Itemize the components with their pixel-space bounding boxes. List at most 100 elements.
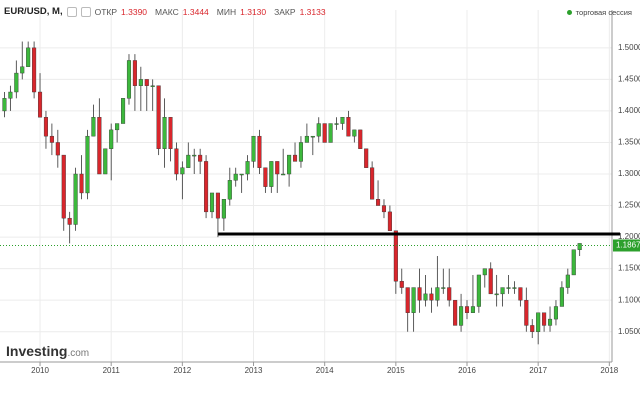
icon[interactable] bbox=[66, 6, 77, 17]
x-tick-label: 2014 bbox=[316, 366, 334, 375]
low-label: МИН bbox=[216, 6, 237, 17]
x-tick-label: 2016 bbox=[458, 366, 476, 375]
candle-body bbox=[14, 72, 19, 93]
candle-body bbox=[115, 123, 120, 131]
candle-body bbox=[542, 312, 547, 326]
last-price-label: 1.1867 bbox=[616, 241, 640, 250]
candle-body bbox=[524, 299, 529, 326]
candle-body bbox=[156, 85, 161, 149]
y-tick-label: 1.0500 bbox=[618, 327, 640, 336]
y-tick-label: 1.4500 bbox=[618, 75, 640, 84]
candle-body bbox=[565, 274, 570, 288]
candle-body bbox=[251, 135, 256, 162]
candle-body bbox=[536, 312, 541, 332]
candle-body bbox=[547, 318, 553, 326]
candle-body bbox=[310, 135, 315, 138]
candle-body bbox=[559, 287, 564, 307]
candle-body bbox=[245, 161, 250, 175]
candle-body bbox=[488, 268, 493, 295]
candle-body bbox=[227, 180, 232, 200]
candle-body bbox=[393, 230, 398, 282]
symbol: EUR/USD, M, bbox=[4, 6, 63, 17]
candle-body bbox=[346, 117, 351, 137]
candle-body bbox=[43, 117, 48, 137]
candle-body bbox=[423, 293, 428, 301]
candle-body bbox=[192, 154, 197, 157]
candle-body bbox=[441, 287, 446, 289]
candle-body bbox=[476, 274, 481, 307]
close-value: 1.3133 bbox=[299, 6, 326, 17]
candle-body bbox=[109, 129, 114, 149]
candle-body bbox=[233, 173, 238, 181]
candle-body bbox=[435, 287, 440, 301]
open-label: ОТКР bbox=[94, 6, 118, 17]
candle-body bbox=[275, 161, 280, 175]
x-tick-label: 2010 bbox=[31, 366, 49, 375]
high-label: МАКС bbox=[155, 6, 179, 17]
candle-body bbox=[126, 60, 132, 99]
candle-body bbox=[281, 173, 286, 176]
candle-body bbox=[494, 293, 499, 296]
candle-body bbox=[512, 287, 517, 289]
candle-body bbox=[269, 161, 274, 187]
y-tick-label: 1.2000 bbox=[618, 232, 640, 241]
candle-body bbox=[174, 148, 179, 175]
candle-body bbox=[453, 299, 458, 326]
candle-body bbox=[358, 129, 363, 149]
candle-body bbox=[49, 135, 54, 143]
candle-body bbox=[376, 199, 381, 206]
candle-body bbox=[55, 142, 60, 156]
candle-body bbox=[571, 249, 576, 276]
candle-body bbox=[61, 154, 66, 219]
candle-body bbox=[2, 98, 7, 112]
header: EUR/USD, M, ОТКР 1.3390 МАКС 1.3444 МИН … bbox=[4, 6, 330, 17]
candle-body bbox=[506, 287, 511, 289]
candle-body bbox=[518, 287, 523, 301]
candle-body bbox=[500, 287, 505, 295]
candle-body bbox=[381, 205, 387, 213]
candle-body bbox=[91, 117, 96, 137]
candle-body bbox=[85, 135, 90, 194]
y-tick-label: 1.4000 bbox=[618, 106, 640, 115]
candle-body bbox=[340, 117, 345, 124]
y-tick-label: 1.3500 bbox=[618, 138, 640, 147]
candle-body bbox=[215, 192, 220, 219]
candle-body bbox=[429, 293, 434, 301]
candle-body bbox=[180, 167, 185, 175]
candle-body bbox=[138, 79, 143, 86]
candle-body bbox=[239, 173, 244, 176]
candle-body bbox=[334, 123, 339, 125]
candle-body bbox=[168, 117, 173, 149]
candle-body bbox=[186, 154, 191, 168]
candle-body bbox=[482, 268, 487, 276]
candle-body bbox=[26, 47, 31, 67]
candle-body bbox=[257, 135, 262, 168]
x-tick-label: 2012 bbox=[173, 366, 191, 375]
candle-body bbox=[287, 154, 292, 175]
candle-body bbox=[316, 123, 321, 137]
candle-body bbox=[263, 167, 268, 187]
candle-body bbox=[417, 287, 422, 301]
candle-body bbox=[162, 117, 167, 149]
candle-body bbox=[370, 167, 375, 200]
icon[interactable] bbox=[80, 6, 91, 17]
last-price-badge bbox=[613, 239, 640, 252]
candle-body bbox=[103, 148, 108, 175]
candle-body bbox=[198, 154, 203, 162]
plot: 1.0500 1.1000 1.1500 1.2000 1.2500 1.3000 1.35… bbox=[0, 10, 640, 375]
low-value: 1.3130 bbox=[240, 6, 267, 17]
candle-body bbox=[292, 154, 298, 162]
candle-body bbox=[447, 287, 452, 301]
candle-body bbox=[577, 243, 582, 250]
candle-body bbox=[221, 199, 226, 219]
brand-suffix: .com bbox=[67, 348, 90, 359]
candle-body bbox=[67, 217, 72, 225]
candle-body bbox=[322, 123, 327, 143]
candle-body bbox=[298, 142, 303, 162]
candle-body bbox=[20, 66, 25, 74]
candle-body bbox=[304, 135, 309, 143]
candle-body bbox=[79, 173, 84, 194]
candle-body bbox=[530, 325, 535, 332]
candle-body bbox=[470, 306, 475, 313]
candle-body bbox=[364, 148, 369, 168]
